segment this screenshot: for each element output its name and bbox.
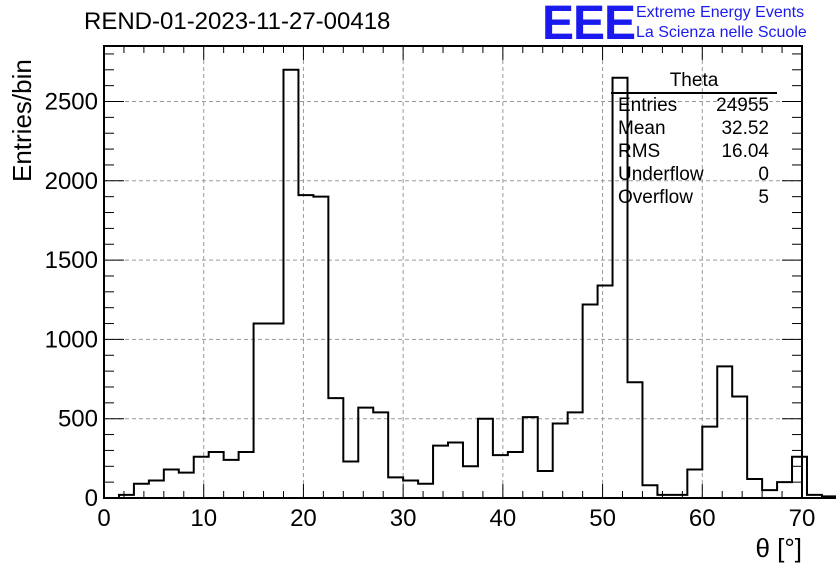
histogram-bin	[209, 452, 224, 498]
histogram-bin	[269, 324, 284, 498]
stats-value: 16.04	[721, 141, 769, 162]
stats-row: Entries 24955	[611, 94, 777, 117]
plot-frame	[103, 45, 803, 499]
histogram-bin	[717, 366, 732, 498]
y-axis-label-wrap: Entries/bin	[3, 59, 37, 182]
histogram-bin	[792, 457, 807, 498]
histogram-bin	[642, 485, 657, 498]
histogram-bin	[179, 473, 194, 498]
stats-box: Theta Entries 24955 Mean 32.52 RMS 16.04…	[611, 70, 777, 209]
histogram-bin	[283, 70, 298, 498]
stats-box-title: Theta	[611, 70, 777, 94]
histogram-bin	[478, 419, 493, 498]
histogram-bin	[553, 423, 568, 498]
histogram-bin	[807, 495, 822, 498]
x-tick-label: 10	[190, 505, 217, 532]
histogram-bin	[583, 305, 598, 498]
histogram-bin	[448, 442, 463, 498]
stats-row: RMS 16.04	[611, 140, 777, 163]
histogram-bin	[149, 481, 164, 498]
histogram-bin	[254, 324, 269, 498]
y-tick-label: 2500	[45, 89, 98, 116]
stats-label: Overflow	[618, 187, 693, 208]
x-tick-label: 50	[589, 505, 616, 532]
stats-label: RMS	[618, 141, 661, 162]
eee-logo: EEE	[542, 0, 636, 50]
histogram-bin	[194, 457, 209, 498]
histogram-bin	[732, 396, 747, 498]
x-tick-label: 60	[689, 505, 716, 532]
histogram-bin	[418, 484, 433, 498]
y-tick-label: 2000	[45, 168, 98, 195]
x-axis-label: θ [°]	[755, 533, 802, 563]
histogram-bin	[508, 452, 523, 498]
histogram-bin	[777, 482, 792, 498]
logo-line-2: La Scienza nelle Scuole	[636, 24, 807, 41]
histogram-bin	[358, 408, 373, 498]
histogram-bin	[747, 479, 762, 498]
histogram-bin	[702, 427, 717, 498]
histogram-bin	[687, 469, 702, 498]
stats-label: Entries	[618, 95, 678, 116]
histogram-bin	[538, 471, 553, 498]
histogram-bin	[328, 398, 343, 498]
stats-label: Underflow	[618, 164, 704, 185]
x-tick-label: 0	[97, 505, 110, 532]
histogram-bin	[298, 195, 313, 498]
x-tick-label: 30	[390, 505, 417, 532]
histogram-bin	[433, 446, 448, 498]
stats-value: 5	[758, 187, 769, 208]
y-axis-label: Entries/bin	[7, 59, 37, 182]
histogram-bin	[762, 490, 777, 498]
stats-row: Mean 32.52	[611, 117, 777, 140]
histogram-bin	[373, 412, 388, 498]
histogram-bin	[224, 460, 239, 498]
histogram-bin	[463, 466, 478, 498]
y-tick-label: 0	[85, 485, 98, 512]
histogram-bin	[134, 484, 149, 498]
stats-value: 32.52	[721, 118, 769, 139]
histogram-bin	[822, 496, 836, 498]
stats-label: Mean	[618, 118, 666, 139]
histogram-bin	[388, 477, 403, 498]
stats-value: 24955	[716, 95, 769, 116]
histogram-bin	[403, 481, 418, 498]
histogram-bin	[493, 455, 508, 498]
y-tick-label: 500	[58, 406, 98, 433]
histogram-bin	[628, 382, 643, 498]
logo-line-1: Extreme Energy Events	[636, 4, 805, 21]
histogram-bin	[164, 469, 179, 498]
histogram-outline	[104, 68, 836, 499]
y-tick-label: 1500	[45, 247, 98, 274]
histogram-bin	[598, 285, 613, 498]
y-tick-label: 1000	[45, 326, 98, 353]
histogram-bin	[313, 197, 328, 498]
stats-value: 0	[758, 164, 769, 185]
chart-title: REND-01-2023-11-27-00418	[84, 8, 391, 35]
x-tick-label: 20	[290, 505, 317, 532]
x-tick-label: 70	[789, 505, 816, 532]
histogram-bin	[343, 462, 358, 498]
histogram-bin	[568, 412, 583, 498]
stats-row: Overflow 5	[611, 186, 777, 209]
histogram-bin	[523, 417, 538, 498]
x-tick-label: 40	[490, 505, 517, 532]
stats-row: Underflow 0	[611, 163, 777, 186]
histogram-bin	[239, 452, 254, 498]
